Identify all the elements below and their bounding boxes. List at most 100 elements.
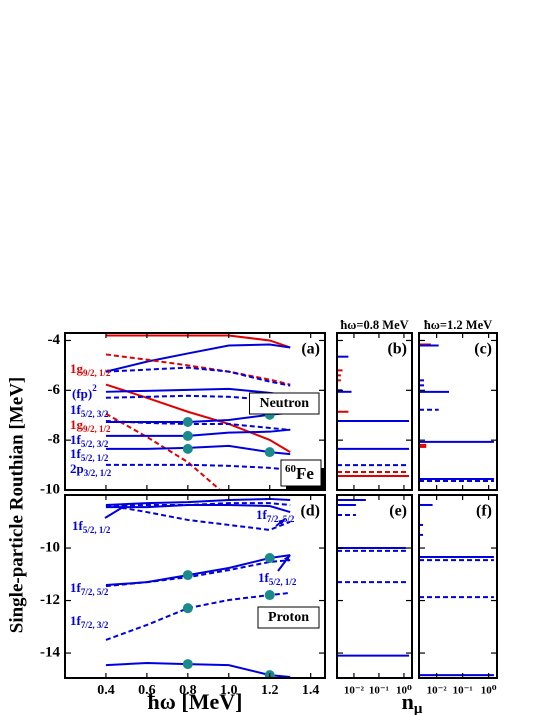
label-main: 1f xyxy=(70,402,82,417)
plot-area xyxy=(337,498,410,657)
crossing-marker xyxy=(182,430,193,441)
crossing-marker xyxy=(182,570,193,581)
arrow-head xyxy=(278,519,285,526)
label-sub: 5/2, 3/2 xyxy=(81,409,109,419)
label-main: 1f xyxy=(70,580,82,595)
crossing-marker xyxy=(182,659,193,670)
label-main: 1f xyxy=(258,570,270,585)
curve xyxy=(105,343,291,373)
x-axis-label: ħω [MeV] xyxy=(148,689,243,714)
level-label: 1g9/2, 1/2 xyxy=(70,361,111,378)
plot-area xyxy=(105,497,291,678)
x-tick-label: 10⁻² xyxy=(344,685,365,697)
x-tick-label: 0.8 xyxy=(179,683,197,698)
label-sub: 5/2, 3/2 xyxy=(81,439,109,449)
level-label: 2p3/2, 1/2 xyxy=(70,461,112,478)
curve xyxy=(105,334,291,349)
label-main: 1f xyxy=(70,613,82,628)
level-label: 1f7/2, 3/2 xyxy=(70,613,109,630)
plot-area xyxy=(419,503,494,677)
panel-frame xyxy=(64,332,326,491)
curve xyxy=(105,497,291,506)
panel-frame xyxy=(418,332,498,491)
label-box xyxy=(257,606,320,629)
label-sub: μ xyxy=(414,701,423,715)
y-tick-label: -10 xyxy=(40,539,60,555)
arrow-head xyxy=(283,555,290,562)
curve xyxy=(105,503,291,531)
label-sub: 9/2, 1/2 xyxy=(83,368,111,378)
level-label: 1f5/2, 1/2 xyxy=(258,570,297,587)
x-tick-label: 1.0 xyxy=(220,683,238,698)
label-main: 1f xyxy=(256,507,268,522)
panel-frame xyxy=(64,494,326,679)
curve xyxy=(105,502,291,508)
x-tick-label: 10⁰ xyxy=(396,685,412,697)
plot-area xyxy=(105,334,291,490)
x-tick-label: 1.2 xyxy=(261,683,279,698)
label-main: n xyxy=(402,689,414,714)
crossing-marker xyxy=(264,590,275,601)
level-label: 1f5/2, 3/2 xyxy=(70,402,109,419)
y-axis-label: Single-particle Routhian [MeV] xyxy=(6,377,27,633)
nucleus-label: 60Fe xyxy=(285,463,314,483)
y-tick-label: -10 xyxy=(40,481,60,497)
box-label: Neutron xyxy=(259,396,309,411)
label-sub: 7/2, 5/2 xyxy=(267,514,295,524)
x-tick-label: 10⁰ xyxy=(481,685,497,697)
plot-area xyxy=(419,343,494,483)
panel-letter: (f) xyxy=(476,503,492,520)
label-main: (fp) xyxy=(72,386,92,401)
panel-frame xyxy=(418,494,498,679)
label-sup: 2 xyxy=(92,383,97,393)
level-label: 1f7/2, 5/2 xyxy=(70,580,109,597)
crossing-marker xyxy=(264,447,275,458)
panel-frame xyxy=(336,332,413,491)
level-label: 1g9/2, 1/2 xyxy=(70,417,111,434)
level-label: 1f7/2, 5/2 xyxy=(256,507,295,524)
x-tick-label: 10⁻¹ xyxy=(453,685,473,697)
curve xyxy=(105,383,291,453)
label-main: 1g xyxy=(70,417,84,432)
curve xyxy=(105,662,291,678)
level-label: (fp)2 xyxy=(72,383,97,401)
panel-letter: (a) xyxy=(301,341,320,358)
curve xyxy=(105,428,291,437)
x-tick-label: 0.6 xyxy=(138,683,156,698)
label-sub: 5/2, 1/2 xyxy=(81,453,109,463)
label-sub: 3/2, 1/2 xyxy=(84,468,112,478)
label-main: 2p xyxy=(70,461,84,476)
arrow-head xyxy=(121,504,128,510)
x-tick-label: 1.4 xyxy=(302,683,320,698)
label-sub: 7/2, 5/2 xyxy=(81,587,109,597)
x-axis-label-right: nμ xyxy=(402,689,423,715)
label-sub: 9/2, 1/2 xyxy=(83,424,111,434)
panel-letter: (c) xyxy=(474,341,492,358)
plot-area xyxy=(337,355,410,478)
y-tick-label: -4 xyxy=(48,332,61,348)
panel-header: ħω=1.2 MeV xyxy=(424,318,492,332)
crossing-marker xyxy=(182,443,193,454)
label-main: 1f xyxy=(70,432,82,447)
level-label: 1f5/2, 1/2 xyxy=(72,518,111,535)
nucleus-box xyxy=(280,459,322,487)
nucleus-symbol: Fe xyxy=(296,464,314,483)
crossing-marker xyxy=(264,553,275,564)
curve xyxy=(105,591,291,641)
level-label: 1f5/2, 1/2 xyxy=(70,446,109,463)
y-tick-label: -14 xyxy=(40,644,60,660)
panel-letter: (b) xyxy=(387,341,407,358)
curve xyxy=(105,394,291,403)
y-tick-label: -8 xyxy=(48,432,61,448)
label-main: 1f xyxy=(70,446,82,461)
crossing-marker xyxy=(182,416,193,427)
label-sub: 5/2, 1/2 xyxy=(269,577,297,587)
panel-header: ħω=0.8 MeV xyxy=(340,318,408,332)
y-tick-label: -6 xyxy=(48,382,61,398)
curve xyxy=(105,463,291,471)
y-tick-label: -12 xyxy=(40,592,60,608)
crossing-marker xyxy=(182,603,193,614)
x-tick-label: 0.4 xyxy=(97,683,115,698)
curve xyxy=(105,366,291,387)
